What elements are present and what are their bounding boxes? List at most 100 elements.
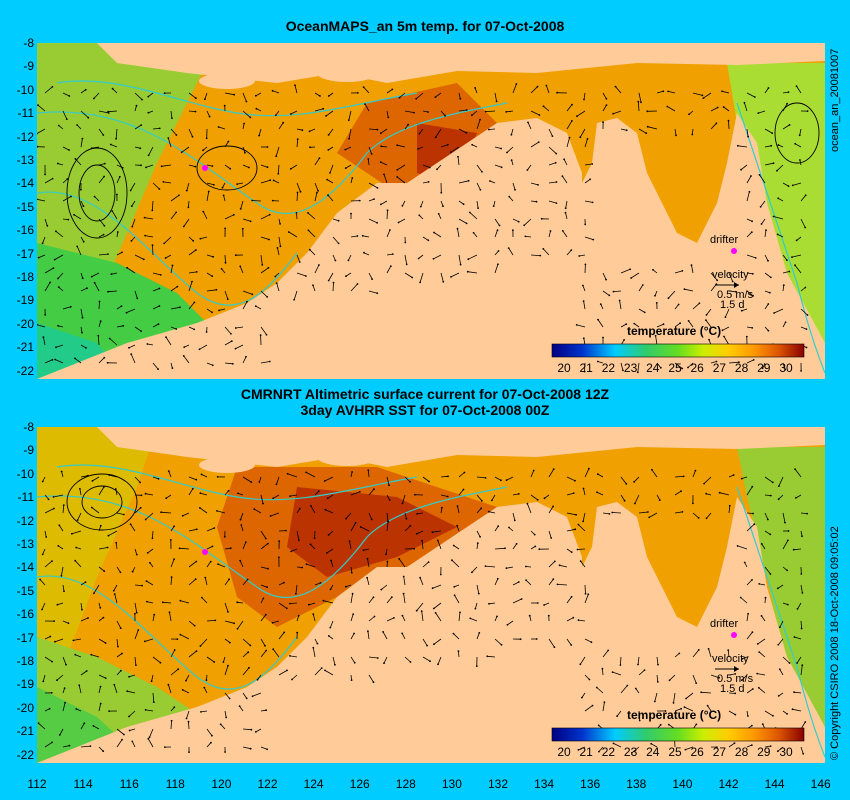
current-arrow (324, 476, 334, 482)
current-arrowhead (367, 630, 369, 633)
current-arrowhead (784, 368, 787, 371)
current-arrow (314, 192, 318, 202)
current-arrowhead (334, 663, 336, 666)
current-arrow (800, 665, 803, 676)
current-arrow (240, 524, 244, 532)
current-arrowhead (607, 649, 610, 652)
current-arrow (566, 249, 572, 256)
current-arrowhead (537, 184, 539, 186)
current-arrowhead (153, 613, 156, 616)
current-arrow (224, 692, 230, 699)
current-arrowhead (87, 116, 90, 119)
current-arrowhead (125, 311, 128, 314)
current-arrowhead (681, 511, 684, 513)
current-arrowhead (734, 692, 737, 695)
current-arrow (170, 649, 176, 658)
current-arrow (458, 180, 469, 184)
current-arrow (362, 235, 370, 238)
current-arrowhead (211, 734, 213, 737)
current-arrow (566, 528, 576, 532)
current-arrowhead (98, 300, 101, 303)
current-arrow (548, 181, 557, 184)
current-arrow (165, 336, 172, 346)
current-arrowhead (777, 144, 780, 146)
current-arrow (416, 530, 424, 535)
current-arrowhead (640, 101, 642, 104)
current-arrowhead (757, 686, 760, 689)
current-arrow (126, 308, 136, 314)
current-arrowhead (646, 125, 649, 128)
current-arrowhead (388, 484, 390, 487)
current-arrow (416, 602, 424, 611)
current-arrowhead (705, 314, 708, 316)
colorbar-tick-label: 21 (579, 745, 593, 759)
current-arrow (691, 265, 694, 274)
current-arrow (350, 283, 358, 292)
current-arrowhead (397, 221, 400, 224)
current-arrow (722, 326, 730, 331)
current-arrowhead (267, 266, 270, 269)
current-arrowhead (380, 588, 383, 591)
current-arrow (638, 308, 645, 313)
mainland-australia (37, 502, 582, 763)
current-arrowhead (322, 599, 325, 602)
current-arrow (703, 476, 712, 484)
current-arrowhead (49, 635, 52, 638)
current-arrow (796, 656, 802, 664)
current-arrowhead (254, 305, 257, 308)
current-arrowhead (113, 593, 116, 595)
current-arrow (56, 674, 64, 681)
current-arrowhead (751, 485, 754, 488)
current-arrow (188, 236, 194, 242)
current-arrow (43, 337, 46, 346)
current-arrowhead (716, 279, 719, 282)
current-arrowhead (230, 332, 232, 335)
current-arrow (402, 615, 406, 622)
current-arrowhead (415, 532, 418, 535)
current-arrowhead (504, 547, 506, 550)
current-arrow (746, 613, 749, 622)
current-arrow (432, 530, 442, 533)
current-arrow (109, 474, 118, 478)
current-arrow (530, 200, 537, 203)
current-arrow (368, 488, 375, 496)
current-arrowhead (576, 115, 578, 118)
current-arrowhead (141, 98, 143, 101)
current-arrow (471, 110, 478, 116)
current-arrowhead (158, 188, 161, 190)
current-arrow (487, 655, 496, 658)
current-arrowhead (92, 725, 95, 727)
current-arrowhead (415, 97, 418, 100)
current-arrowhead (345, 517, 347, 520)
current-arrow (458, 651, 460, 658)
current-arrow (98, 686, 101, 694)
current-arrowhead (272, 179, 275, 182)
current-arrowhead (58, 524, 61, 527)
current-arrow (328, 530, 334, 536)
current-arrow (277, 164, 280, 174)
current-arrowhead (570, 249, 573, 252)
current-arrowhead (149, 561, 151, 564)
current-arrowhead (591, 704, 594, 707)
current-arrow (494, 218, 500, 226)
current-arrowhead (178, 547, 181, 550)
current-arrow (242, 579, 248, 586)
current-arrow (458, 254, 461, 265)
current-arrowhead (75, 546, 78, 549)
current-arrowhead (205, 137, 208, 140)
current-arrow (239, 705, 244, 712)
current-arrowhead (367, 469, 370, 472)
current-arrowhead (348, 137, 350, 140)
current-arrow (584, 200, 593, 203)
current-arrowhead (75, 708, 78, 710)
current-arrowhead (474, 607, 477, 610)
current-arrow (386, 266, 392, 274)
current-arrow (255, 305, 262, 310)
current-arrow (476, 530, 481, 537)
current-arrowhead (405, 517, 408, 520)
current-arrow (794, 264, 802, 274)
current-arrow (488, 602, 496, 605)
current-arrow (116, 176, 121, 184)
current-arrowhead (233, 622, 236, 625)
current-arrowhead (107, 534, 110, 537)
